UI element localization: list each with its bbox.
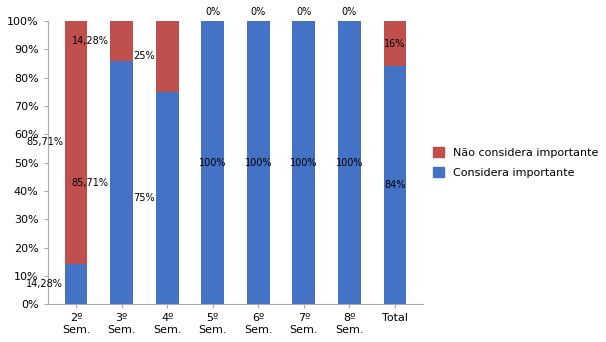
Bar — [338, 21, 361, 304]
Text: 100%: 100% — [290, 158, 318, 168]
Text: 0%: 0% — [342, 6, 357, 17]
Text: 0%: 0% — [205, 6, 221, 17]
Bar — [201, 21, 224, 304]
Text: 85,71%: 85,71% — [72, 178, 109, 188]
Text: 100%: 100% — [199, 158, 227, 168]
Text: 84%: 84% — [384, 180, 405, 190]
Bar — [110, 62, 133, 304]
Bar — [384, 66, 407, 304]
Text: 14,28%: 14,28% — [27, 279, 63, 289]
Bar — [65, 264, 87, 304]
Bar — [65, 21, 87, 264]
Legend: Não considera importante, Considera importante: Não considera importante, Considera impo… — [433, 147, 598, 178]
Text: 75%: 75% — [133, 193, 155, 203]
Bar — [110, 21, 133, 62]
Bar — [293, 21, 315, 304]
Text: 16%: 16% — [384, 39, 405, 49]
Text: 100%: 100% — [336, 158, 363, 168]
Bar — [247, 21, 270, 304]
Text: 0%: 0% — [251, 6, 266, 17]
Text: 100%: 100% — [245, 158, 272, 168]
Bar — [156, 92, 179, 304]
Text: 85,71%: 85,71% — [26, 137, 63, 147]
Bar — [156, 21, 179, 92]
Bar — [384, 21, 407, 66]
Text: 14,28%: 14,28% — [72, 36, 109, 46]
Text: 25%: 25% — [133, 51, 155, 61]
Text: 0%: 0% — [296, 6, 311, 17]
